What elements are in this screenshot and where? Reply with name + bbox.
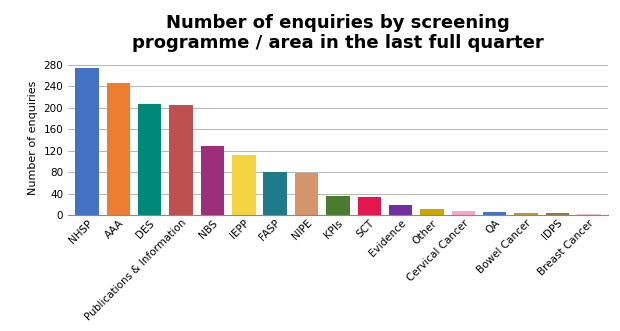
Bar (264, 172, 287, 215)
Y-axis label: Number of enquiries: Number of enquiries (28, 80, 38, 195)
Bar (169, 105, 193, 215)
Bar (358, 197, 381, 215)
Bar (138, 104, 161, 215)
Bar (107, 83, 130, 215)
Bar (515, 213, 538, 215)
Bar (389, 206, 412, 215)
Bar (420, 209, 444, 215)
Bar (451, 212, 475, 215)
Bar (75, 68, 99, 215)
Bar (577, 213, 601, 215)
Bar (483, 212, 507, 215)
Bar (294, 173, 318, 215)
Bar (326, 196, 350, 215)
Title: Number of enquiries by screening
programme / area in the last full quarter: Number of enquiries by screening program… (132, 14, 544, 53)
Bar (546, 213, 569, 215)
Bar (232, 155, 255, 215)
Bar (201, 147, 224, 215)
